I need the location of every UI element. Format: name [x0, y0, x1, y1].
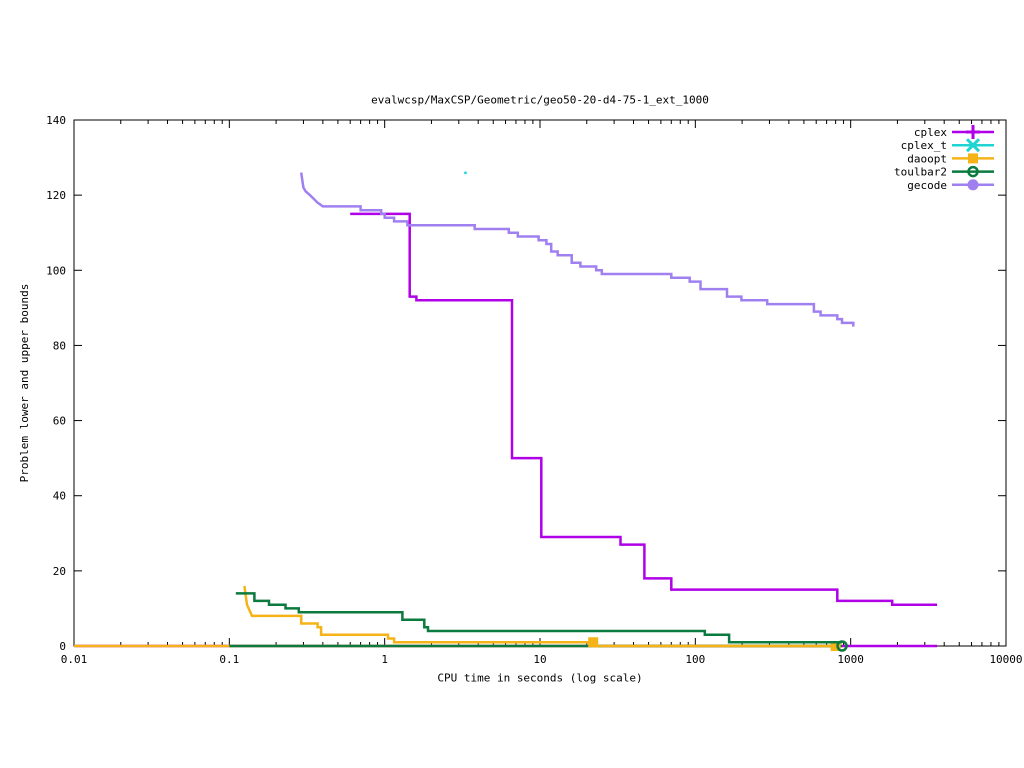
series-daoopt-marker — [830, 641, 841, 651]
legend-label-cplex_t: cplex_t — [901, 139, 947, 152]
y-tick-label: 20 — [53, 565, 66, 578]
x-axis-label: CPU time in seconds (log scale) — [437, 672, 642, 685]
x-tick-label: 1 — [381, 653, 388, 666]
series-gecode-upper-bound — [299, 172, 855, 327]
y-tick-label: 140 — [46, 114, 66, 127]
series-daoopt-marker — [588, 637, 599, 648]
series-toulbar2-marker — [836, 640, 848, 652]
legend-marker-gecode — [967, 179, 979, 191]
series-daoopt-upper-bound — [243, 585, 836, 648]
x-tick-label: 100 — [685, 653, 705, 666]
y-tick-label: 100 — [46, 264, 66, 277]
legend-marker-daoopt — [968, 153, 978, 164]
y-axis-label: Problem lower and upper bounds — [18, 284, 31, 483]
series-toulbar2-upper-bound — [235, 592, 842, 644]
y-tick-label: 0 — [59, 640, 66, 653]
legend-marker-toulbar2 — [967, 165, 979, 178]
legend-label-cplex: cplex — [914, 126, 947, 139]
chart-title: evalwcsp/MaxCSP/Geometric/geo50-20-d4-75… — [371, 94, 709, 107]
plot-border — [73, 119, 1007, 647]
legend-marker-cplex_t — [965, 138, 981, 153]
plot-frame — [73, 119, 1007, 647]
axis-ticks: 0.01 0.1 1 10 100 1000 10000 0 20 40 60 80 100 120 140 — [46, 114, 1022, 666]
y-tick-label: 80 — [53, 339, 66, 352]
x-tick-label: 0.01 — [61, 653, 88, 666]
x-tick-label: 1000 — [837, 653, 864, 666]
legend-label-toulbar2: toulbar2 — [894, 166, 947, 179]
series-cplex-upper-bound — [350, 212, 938, 606]
legend-label-daoopt: daoopt — [907, 152, 947, 165]
series-cplex_t-point — [464, 171, 467, 175]
legend-marker-cplex — [966, 125, 980, 139]
legend-label-gecode: gecode — [907, 179, 947, 192]
y-tick-label: 40 — [53, 490, 66, 503]
x-tick-label: 0.1 — [219, 653, 239, 666]
y-tick-label: 120 — [46, 189, 66, 202]
y-tick-label: 60 — [53, 415, 66, 428]
x-tick-label: 10 — [533, 653, 546, 666]
series-layer — [74, 171, 938, 652]
x-tick-label: 10000 — [989, 653, 1022, 666]
